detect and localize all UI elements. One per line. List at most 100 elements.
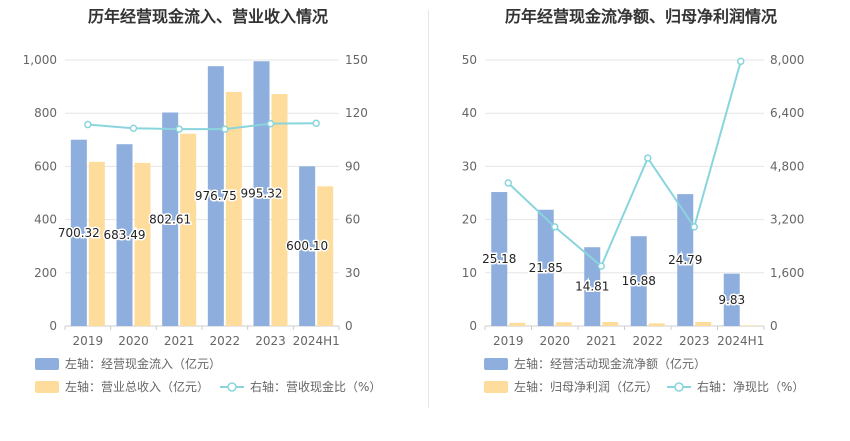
- chart-panel-1: 历年经营现金流入、营业收入情况 0 0 200 30 400 60 600 90 800 120 1,…: [23, 7, 382, 394]
- bar-secondary: [695, 322, 712, 326]
- left-axis-tick-label: 600: [34, 159, 57, 173]
- right-axis-tick-label: 0: [345, 319, 353, 333]
- line-point: [129, 124, 138, 133]
- legend-bar-swatch: [35, 358, 59, 370]
- bar-primary: [299, 166, 316, 326]
- legend-label: 右轴：净现比（%）: [697, 379, 804, 394]
- x-axis-tick-label: 2024H1: [293, 334, 340, 348]
- line-point: [504, 179, 512, 187]
- line-point: [597, 262, 605, 270]
- bar-secondary: [88, 161, 105, 326]
- x-axis-tick-label: 2022: [210, 334, 241, 348]
- bar-secondary: [555, 322, 572, 326]
- bar-secondary: [271, 94, 288, 326]
- line-point: [221, 125, 229, 133]
- data-label: 16.88: [622, 274, 656, 288]
- line-point: [737, 57, 745, 66]
- right-axis-tick-label: 150: [345, 53, 368, 67]
- bar-secondary: [509, 322, 526, 326]
- series-line: [507, 61, 742, 268]
- legend-label: 左轴：营业总收入（亿元）: [65, 379, 209, 394]
- bar-primary: [116, 144, 133, 326]
- line-point: [84, 120, 92, 129]
- x-axis-tick-label: 2021: [164, 334, 195, 348]
- data-label: 700.32: [58, 226, 100, 240]
- line-point: [644, 154, 652, 162]
- left-axis-tick-label: 0: [49, 319, 57, 333]
- right-axis-tick-label: 0: [770, 319, 778, 333]
- bar-primary: [491, 192, 508, 326]
- legend-label: 右轴：营收现金比（%）: [250, 379, 381, 394]
- data-label: 976.75: [195, 189, 237, 203]
- x-axis-tick-label: 2019: [73, 334, 104, 348]
- right-axis-tick-label: 4,800: [770, 159, 804, 173]
- x-axis-tick-label: 2021: [586, 334, 617, 348]
- bar-primary: [162, 112, 179, 326]
- left-axis-tick-label: 10: [462, 266, 477, 280]
- bar-secondary: [602, 322, 619, 326]
- right-axis-tick-label: 3,200: [770, 213, 804, 227]
- bar-secondary: [225, 91, 242, 326]
- line-point: [312, 119, 320, 128]
- left-axis-tick-label: 50: [462, 53, 477, 67]
- x-axis-tick-label: 2022: [632, 334, 663, 348]
- x-axis-tick-label: 2023: [255, 334, 286, 348]
- data-label: 600.10: [286, 239, 328, 253]
- data-label: 802.61: [149, 212, 191, 226]
- left-axis-tick-label: 200: [34, 266, 57, 280]
- chart-title: 历年经营现金流净额、归母净利润情况: [505, 7, 777, 26]
- right-axis-tick-label: 6,400: [770, 106, 804, 120]
- x-axis-tick-label: 2023: [679, 334, 710, 348]
- legend-point-swatch: [674, 382, 684, 392]
- line-point: [175, 125, 183, 133]
- data-label: 25.18: [482, 252, 516, 266]
- data-label: 14.81: [575, 280, 609, 294]
- left-axis-tick-label: 400: [34, 213, 57, 227]
- chart-panel-2: 历年经营现金流净额、归母净利润情况 0 0 10 1,600 20 3,200 30 4,800…: [462, 7, 805, 394]
- legend-bar-swatch: [484, 381, 508, 393]
- left-axis-tick-label: 20: [462, 213, 477, 227]
- panel-divider: [428, 10, 429, 408]
- bar-secondary: [741, 325, 758, 326]
- legend-point-swatch: [227, 382, 237, 392]
- x-axis-tick-label: 2020: [539, 334, 570, 348]
- left-axis-tick-label: 0: [469, 319, 477, 333]
- bar-secondary: [134, 162, 151, 326]
- bar-primary: [584, 247, 601, 326]
- right-axis-tick-label: 30: [345, 266, 360, 280]
- bar-secondary: [317, 186, 334, 326]
- line-point: [551, 223, 559, 231]
- data-label: 683.49: [104, 228, 146, 242]
- line-point: [690, 223, 698, 231]
- bar-primary: [207, 66, 224, 326]
- legend-label: 左轴：经营活动现金流净额（亿元）: [514, 356, 706, 371]
- data-label: 995.32: [241, 187, 283, 201]
- bar-secondary: [180, 133, 197, 326]
- bar-primary: [253, 61, 270, 327]
- right-axis-tick-label: 60: [345, 213, 360, 227]
- right-axis-tick-label: 1,600: [770, 266, 804, 280]
- line-point: [266, 119, 275, 128]
- data-label: 21.85: [529, 261, 563, 275]
- legend-label: 左轴：经营现金流入（亿元）: [65, 356, 221, 371]
- bar-primary: [70, 139, 87, 326]
- right-axis-tick-label: 90: [345, 159, 360, 173]
- bar-secondary: [648, 323, 665, 326]
- bar-primary: [677, 194, 694, 326]
- left-axis-tick-label: 40: [462, 106, 477, 120]
- legend-bar-swatch: [484, 358, 508, 370]
- bar-primary: [537, 209, 554, 326]
- x-axis-tick-label: 2024H1: [717, 334, 764, 348]
- data-label: 9.83: [718, 293, 745, 307]
- data-label: 24.79: [668, 253, 702, 267]
- left-axis-tick-label: 800: [34, 106, 57, 120]
- x-axis-tick-label: 2019: [493, 334, 524, 348]
- series-line: [87, 122, 317, 131]
- bar-primary: [723, 273, 740, 326]
- chart-title: 历年经营现金流入、营业收入情况: [88, 7, 328, 26]
- left-axis-tick-label: 30: [462, 159, 477, 173]
- right-axis-tick-label: 120: [345, 106, 368, 120]
- legend-label: 左轴：归母净利润（亿元）: [514, 379, 658, 394]
